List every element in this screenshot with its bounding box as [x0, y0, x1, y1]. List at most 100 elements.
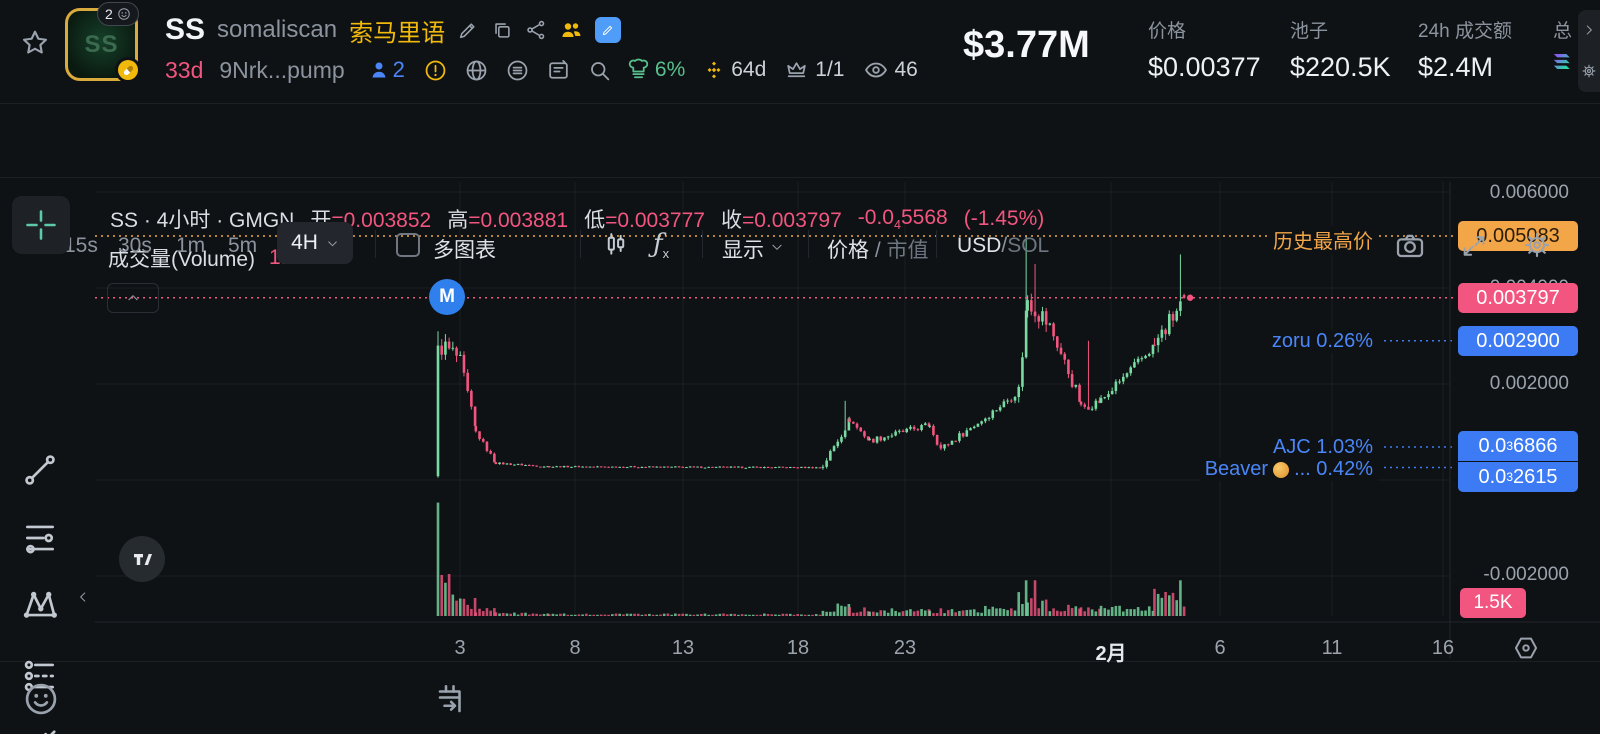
fib-retracement-tool[interactable]	[20, 518, 60, 558]
bottom-bar: 1天 7天 30天 180天 16:05:32 UTC+8 % log 自动	[0, 662, 1600, 734]
timeframe-1m[interactable]: 1m	[176, 234, 206, 257]
axis-tick: 0.002000	[1489, 373, 1569, 394]
warning-icon[interactable]	[423, 58, 448, 83]
chef-hat-icon	[626, 58, 651, 83]
panel-gear-icon[interactable]	[1581, 63, 1597, 79]
axis-tick: -0.002000	[1483, 564, 1569, 585]
display-chevron-icon[interactable]	[770, 240, 784, 254]
display-dropdown[interactable]: 显示	[722, 239, 764, 262]
time-tick: 13	[671, 637, 695, 659]
usd-option: USD	[957, 234, 1002, 257]
legend-collapse-button[interactable]	[107, 283, 159, 313]
copy-icon[interactable]	[491, 19, 513, 41]
timeframe-15s[interactable]: 15s	[64, 234, 98, 257]
legend-low: 低=0.003777	[584, 209, 705, 232]
time-tick: 6	[1214, 637, 1226, 659]
time-tick: 23	[893, 637, 917, 659]
settings-gear-icon[interactable]	[1522, 230, 1552, 260]
stat-price: 价格 $0.00377	[1148, 16, 1261, 83]
legend-change-pct: (-1.45%)	[963, 207, 1045, 230]
pill-icon	[122, 64, 134, 76]
price-option: 价格	[827, 239, 869, 262]
search-icon[interactable]	[587, 58, 612, 83]
volume-label: 成交量(Volume)	[108, 248, 256, 271]
feed-icon[interactable]	[546, 58, 571, 83]
stat-label: 24h 成交额	[1418, 21, 1512, 42]
token-title-row: SS somaliscan 索马里语	[165, 12, 622, 48]
legend-change: -0.045568	[857, 205, 948, 233]
time-tick-month: 2月	[1095, 643, 1127, 665]
xabcd-pattern-tool[interactable]	[20, 584, 60, 624]
fullscreen-icon[interactable]	[1460, 232, 1488, 260]
share-icon[interactable]	[525, 19, 547, 41]
price-mcap-toggle[interactable]: 价格 / 市值	[827, 239, 929, 262]
tradingview-logo[interactable]	[119, 536, 165, 582]
indicators-fx-icon[interactable]: ƒx	[653, 229, 670, 262]
website-globe-icon[interactable]	[464, 58, 489, 83]
pill-badge	[115, 57, 141, 83]
stat-value: $220.5K	[1290, 52, 1391, 82]
badge-count: 2	[105, 6, 113, 22]
chef-score: 6%	[654, 58, 686, 81]
stat-label: 价格	[1148, 21, 1187, 42]
time-tick: 16	[1431, 637, 1455, 659]
token-meta-row: 33d 9Nrk...pump 2 6% 64d 1/1 46	[165, 54, 918, 86]
axis-tick: 0.006000	[1489, 182, 1569, 203]
beaver-emoji	[1273, 461, 1290, 478]
camera-icon[interactable]	[1394, 230, 1426, 262]
legend-high: 高=0.003881	[447, 209, 569, 232]
stat-label: 池子	[1290, 21, 1329, 42]
eye-icon	[863, 57, 889, 83]
active-timeframe-label: 4H	[291, 231, 318, 254]
marker-label: M	[439, 286, 455, 307]
timeframe-30s[interactable]: 30s	[118, 234, 152, 257]
legend-title: SS · 4小时 · GMGN	[110, 209, 295, 232]
avatar-badge[interactable]: 2	[97, 2, 139, 26]
trendline-tool[interactable]	[20, 450, 60, 490]
migration-marker[interactable]: M	[429, 279, 465, 315]
stat-value: $2.4M	[1418, 52, 1494, 82]
crosshair-tool[interactable]	[12, 196, 70, 254]
candle-style-icon[interactable]	[602, 230, 630, 258]
zoru-price-badge: 0.002900	[1458, 326, 1578, 356]
timeframe-5m[interactable]: 5m	[228, 234, 258, 257]
currency-toggle[interactable]: USD/SOL	[957, 234, 1050, 257]
market-cap: $3.77M	[963, 24, 1090, 66]
community-icon[interactable]	[559, 18, 583, 42]
note-icon[interactable]	[595, 17, 622, 43]
current-price-badge: 0.003797	[1458, 283, 1578, 313]
timeframe-active-button[interactable]: 4H	[277, 222, 353, 264]
socials-icon[interactable]	[505, 58, 530, 83]
chart-legend: SS · 4小时 · GMGN 开=0.003852 高=0.003881 低=…	[110, 204, 1044, 234]
token-name: somaliscan	[217, 16, 338, 43]
multi-chart-checkbox[interactable]	[396, 233, 420, 257]
chevron-down-icon	[326, 237, 339, 250]
sidebar-collapse-chevron-icon[interactable]	[76, 588, 90, 606]
emoji-smiley-icon[interactable]	[22, 680, 60, 718]
time-tick: 3	[454, 637, 466, 659]
ath-price-badge: 0.005083	[1458, 221, 1578, 251]
axis-settings-hexagon-icon[interactable]	[1512, 634, 1540, 662]
holders-icon[interactable]	[367, 58, 391, 82]
stat-total: 总	[1553, 16, 1573, 75]
multi-chart-label[interactable]: 多图表	[433, 239, 496, 262]
beaver-line-label: Beaver... 0.42%	[1199, 458, 1378, 481]
time-tick: 11	[1321, 637, 1343, 659]
favorite-star-icon[interactable]	[20, 28, 50, 58]
sol-option: SOL	[1007, 234, 1050, 257]
header: SS 2 SS somaliscan 索马里语 33d 9Nrk...pump …	[0, 0, 1600, 103]
dev-ratio: 1/1	[815, 58, 845, 81]
holders-count[interactable]: 2	[392, 57, 405, 82]
chart-toolbar: 1s 15s 30s 1m 5m 4H 多图表 ƒx 显示 价格 / 市值 US…	[0, 104, 1600, 264]
ajc-line-label: AJC 1.03%	[1267, 436, 1378, 459]
token-address[interactable]: 9Nrk...pump	[219, 56, 345, 83]
time-tick: 8	[569, 637, 581, 659]
stat-pool: 池子 $220.5K	[1290, 16, 1391, 83]
goto-date-calendar-icon[interactable]	[434, 681, 470, 717]
edit-icon[interactable]	[457, 19, 479, 41]
ajc-price-badge: 0.0 3 6866	[1458, 431, 1578, 461]
crown-icon	[784, 58, 809, 83]
expand-panel-chevron-icon[interactable]	[1582, 23, 1596, 37]
